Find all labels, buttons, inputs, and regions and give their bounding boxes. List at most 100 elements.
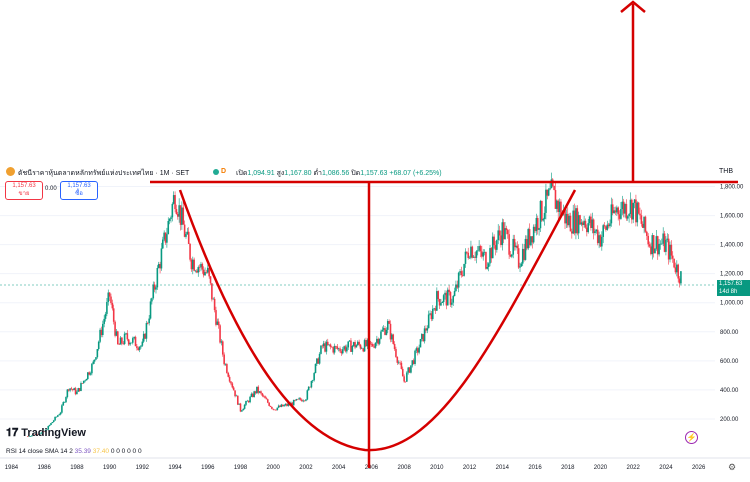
candle-body (436, 291, 438, 311)
candle-body (550, 179, 553, 189)
candle-body (511, 254, 513, 257)
candle-body (331, 346, 333, 348)
candle-body (380, 331, 382, 339)
x-tick-label: 1998 (234, 465, 248, 471)
candle-body (468, 257, 471, 259)
candle-body (366, 339, 369, 347)
candle-body (166, 234, 168, 243)
candle-body (295, 399, 298, 401)
x-tick-label: 2006 (365, 465, 379, 471)
candle-body (516, 245, 519, 249)
x-tick-label: 1984 (5, 465, 19, 471)
tradingview-logo[interactable]: 𝟏𝟕 TradingView (6, 427, 86, 440)
candle-body (193, 259, 195, 271)
candle-body (226, 364, 228, 373)
candle-body (658, 243, 660, 255)
rsi-legend[interactable]: RSI 14 close SMA 14 2 35.39 37.40 0 0 0 … (6, 448, 142, 455)
candle-body (565, 213, 568, 224)
candle-body (365, 340, 367, 347)
candle-body (223, 354, 225, 365)
candle-body (459, 271, 461, 273)
candle-body (232, 387, 235, 391)
candle-body (37, 434, 40, 435)
candle-body (632, 202, 634, 220)
candle-body (314, 363, 317, 374)
candle-body (333, 346, 336, 353)
candle-body (408, 367, 411, 373)
candle-body (67, 389, 70, 391)
candle-body (144, 333, 146, 339)
candle-body (77, 388, 80, 392)
candle-body (381, 329, 384, 332)
candle-body (370, 344, 373, 345)
candle-body (85, 378, 88, 381)
candle-body (599, 235, 602, 247)
sell-button[interactable]: 1,157.63 ขาย (5, 181, 43, 200)
candle-body (313, 373, 315, 381)
candle-body (504, 228, 506, 240)
y-tick-label: 800.00 (720, 330, 739, 336)
low-value: 1,086.56 (321, 170, 350, 177)
candle-body (636, 202, 639, 223)
candle-body (262, 395, 265, 397)
candle-body (76, 391, 78, 395)
candle-body (592, 219, 595, 234)
candle-body (127, 339, 130, 345)
candle-body (451, 302, 453, 305)
candle-body (418, 347, 420, 353)
candle-body (155, 287, 157, 290)
candle-body (118, 344, 120, 345)
candle-body (316, 358, 318, 364)
candle-body (341, 349, 344, 354)
candle-body (466, 251, 468, 253)
candle-body (96, 349, 99, 358)
candle-body (318, 353, 321, 364)
candle-body (654, 248, 656, 254)
candle-body (48, 424, 51, 426)
candle-body (281, 404, 284, 407)
candle-body (156, 267, 159, 288)
candle-body (70, 388, 73, 390)
candle-body (568, 215, 570, 226)
candle-body (31, 435, 33, 437)
candle-body (224, 364, 227, 365)
candle-body (339, 348, 341, 352)
drawing-annotations (150, 0, 738, 468)
candle-body (536, 217, 539, 230)
candle-body (256, 386, 258, 394)
candle-body (629, 199, 632, 215)
candle-body (265, 398, 268, 400)
market-status-icon (213, 169, 219, 175)
candle-body (655, 236, 658, 249)
candle-body (361, 348, 363, 350)
candle-body (102, 323, 104, 336)
candle-body (509, 254, 512, 257)
candle-body (320, 345, 322, 354)
lightning-icon[interactable]: ⚡ (685, 431, 698, 444)
candle-body (87, 372, 89, 379)
candle-body (483, 252, 486, 253)
candle-body (388, 321, 390, 324)
candle-body (416, 348, 419, 353)
candle-body (99, 329, 101, 342)
close-label: ปิด (351, 170, 361, 177)
candle-body (478, 246, 480, 251)
candle-body (174, 195, 176, 210)
symbol-title[interactable]: ดัชนีราคาหุ้นตลาดหลักทรัพย์แห่งประเทศไทย… (18, 170, 190, 177)
candle-body (179, 205, 182, 225)
candle-body (644, 216, 647, 232)
candle-body (497, 230, 500, 241)
candle-body (151, 298, 153, 302)
candle-body (646, 231, 648, 236)
gear-icon[interactable]: ⚙ (728, 462, 737, 472)
candle-body (594, 231, 596, 234)
candle-body (662, 233, 664, 244)
x-tick-label: 2014 (496, 465, 510, 471)
buy-button[interactable]: 1,157.63 ซื้อ (60, 181, 98, 200)
candle-body (254, 391, 257, 394)
candle-body (524, 238, 527, 260)
candle-body (624, 203, 626, 214)
candle-body (385, 329, 388, 335)
candle-body (189, 243, 191, 260)
